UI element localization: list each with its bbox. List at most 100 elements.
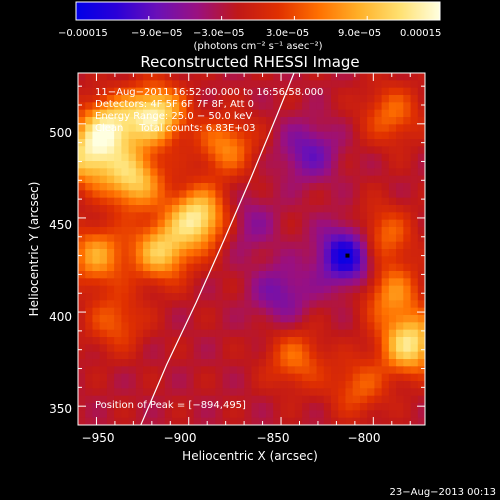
heatmap-cell: [200, 381, 209, 389]
heatmap-cell: [244, 102, 253, 111]
heatmap-cell: [287, 102, 296, 111]
heatmap-cell: [323, 300, 332, 309]
heatmap-cell: [302, 315, 310, 323]
heatmap-cell: [179, 249, 188, 257]
heatmap-cell: [200, 183, 209, 191]
heatmap-cell: [222, 197, 231, 206]
heatmap-cell: [143, 175, 151, 184]
heatmap-cell: [359, 256, 368, 265]
heatmap-cell: [287, 73, 296, 81]
heatmap-cell: [150, 381, 159, 389]
heatmap-cell: [114, 388, 122, 397]
heatmap-cell: [258, 139, 267, 147]
heatmap-cell: [229, 344, 238, 353]
heatmap-cell: [171, 337, 180, 345]
heatmap-cell: [244, 139, 253, 147]
heatmap-cell: [128, 373, 137, 382]
heatmap-cell: [143, 234, 151, 243]
heatmap-cell: [215, 102, 224, 111]
heatmap-cell: [280, 212, 289, 221]
heatmap-cell: [359, 117, 368, 125]
heatmap-cell: [164, 293, 173, 301]
heatmap-cell: [106, 212, 115, 221]
heatmap-cell: [121, 131, 130, 140]
heatmap-cell: [128, 381, 137, 389]
heatmap-cell: [309, 161, 318, 169]
heatmap-cell: [280, 307, 289, 316]
heatmap-cell: [215, 95, 224, 103]
heatmap-cell: [374, 183, 383, 191]
heatmap-cell: [302, 373, 310, 382]
heatmap-cell: [251, 366, 260, 375]
heatmap-cell: [121, 212, 130, 221]
heatmap-cell: [164, 322, 173, 331]
heatmap-cell: [244, 205, 253, 213]
heatmap-cell: [229, 227, 238, 235]
heatmap-cell: [114, 234, 122, 243]
heatmap-cell: [229, 373, 238, 382]
heatmap-cell: [92, 117, 101, 125]
heatmap-cell: [316, 249, 325, 257]
heatmap-cell: [323, 388, 332, 397]
heatmap-cell: [200, 95, 209, 103]
heatmap-cell: [106, 403, 115, 411]
heatmap-cell: [374, 388, 383, 397]
heatmap-cell: [352, 366, 361, 375]
heatmap-cell: [251, 124, 260, 133]
heatmap-cell: [273, 241, 282, 250]
heatmap-cell: [164, 359, 173, 367]
heatmap-cell: [135, 249, 144, 257]
heatmap-cell: [200, 131, 209, 140]
heatmap-cell: [381, 161, 390, 169]
heatmap-cell: [352, 381, 361, 389]
heatmap-cell: [229, 109, 238, 118]
heatmap-cell: [309, 285, 318, 294]
heatmap-cell: [287, 293, 296, 301]
heatmap-cell: [106, 373, 115, 382]
heatmap-cell: [309, 388, 318, 397]
heatmap-cell: [222, 234, 231, 243]
heatmap-cell: [244, 315, 253, 323]
heatmap-cell: [345, 219, 354, 228]
heatmap-cell: [403, 183, 412, 191]
heatmap-cell: [331, 373, 339, 382]
heatmap-cell: [157, 205, 166, 213]
heatmap-cell: [99, 227, 108, 235]
heatmap-cell: [179, 410, 188, 419]
heatmap-cell: [164, 161, 173, 169]
heatmap-cell: [316, 183, 325, 191]
heatmap-cell: [338, 403, 347, 411]
heatmap-cell: [200, 263, 209, 272]
heatmap-cell: [273, 395, 282, 404]
heatmap-cell: [179, 234, 188, 243]
heatmap-cell: [345, 153, 354, 162]
heatmap-cell: [403, 322, 412, 331]
heatmap-cell: [396, 153, 404, 162]
heatmap-cell: [294, 234, 303, 243]
heatmap-cell: [359, 300, 368, 309]
heatmap-cell: [359, 234, 368, 243]
heatmap-cell: [135, 307, 144, 316]
heatmap-cell: [128, 410, 137, 419]
heatmap-cell: [273, 190, 282, 199]
heatmap-cell: [244, 329, 253, 338]
heatmap-cell: [150, 183, 159, 191]
heatmap-cell: [215, 131, 224, 140]
heatmap-cell: [135, 153, 144, 162]
heatmap-cell: [200, 359, 209, 367]
heatmap-cell: [106, 329, 115, 338]
heatmap-cell: [374, 190, 383, 199]
heatmap-cell: [229, 241, 238, 250]
heatmap-cell: [396, 109, 404, 118]
heatmap-cell: [85, 403, 94, 411]
heatmap-cell: [121, 95, 130, 103]
heatmap-cell: [92, 359, 101, 367]
heatmap-cell: [135, 102, 144, 111]
heatmap-cell: [410, 139, 419, 147]
heatmap-cell: [99, 366, 108, 375]
heatmap-cell: [302, 175, 310, 184]
heatmap-cell: [258, 351, 267, 360]
heatmap-cell: [338, 109, 347, 118]
heatmap-cell: [200, 212, 209, 221]
heatmap-cell: [302, 329, 310, 338]
